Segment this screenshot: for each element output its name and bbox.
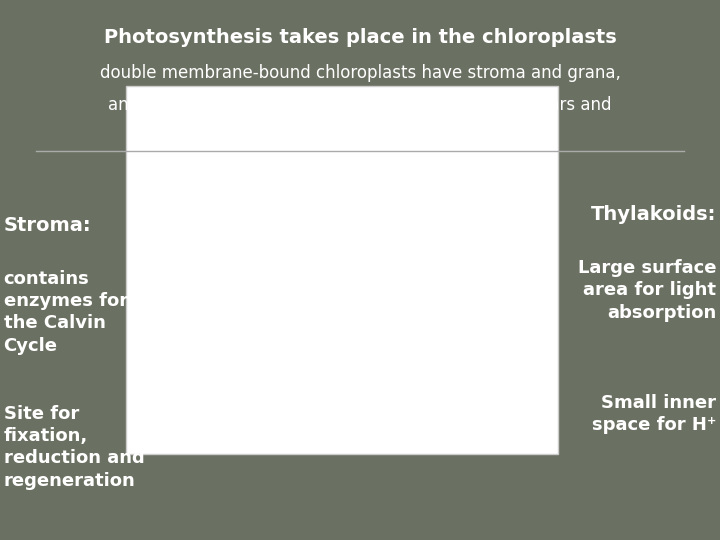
Text: contains
enzymes for
the Calvin
Cycle: contains enzymes for the Calvin Cycle [4,270,127,355]
Text: double membrane-bound chloroplasts have stroma and grana,: double membrane-bound chloroplasts have … [99,64,621,82]
Text: Large surface
area for light
absorption: Large surface area for light absorption [578,259,716,322]
Text: Stroma:: Stroma: [4,216,91,235]
Text: Site for
fixation,
reduction and
regeneration: Site for fixation, reduction and regener… [4,405,144,490]
Text: Photosynthesis takes place in the chloroplasts: Photosynthesis takes place in the chloro… [104,28,616,48]
Text: Thylakoids:: Thylakoids: [591,205,716,224]
Text: Small inner
space for H⁺: Small inner space for H⁺ [592,394,716,434]
Text: other photosynthetic products: other photosynthetic products [234,129,486,147]
Text: and chloroplasts are permeable to CO2, O2, ATP, sugars and: and chloroplasts are permeable to CO2, O… [108,96,612,114]
FancyBboxPatch shape [126,86,558,454]
